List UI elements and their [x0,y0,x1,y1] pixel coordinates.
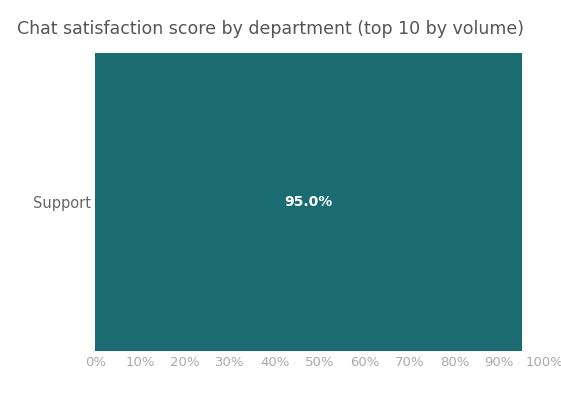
Text: Chat satisfaction score by department (top 10 by volume): Chat satisfaction score by department (t… [17,20,524,38]
Text: 95.0%: 95.0% [284,195,333,209]
